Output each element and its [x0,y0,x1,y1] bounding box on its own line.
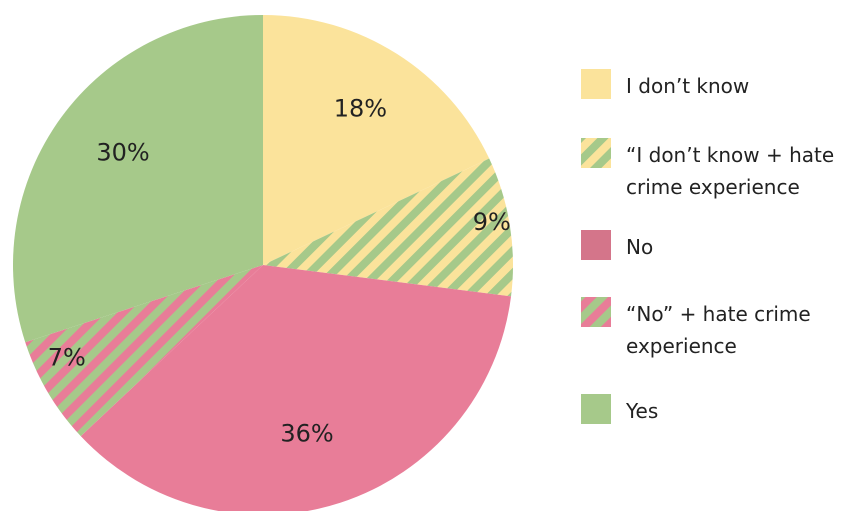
pie-slice-5 [13,15,263,343]
legend-swatch [581,230,611,260]
pie-slice-4 [25,265,263,437]
legend-swatch [581,138,611,168]
legend-label: Yes [625,399,658,423]
pie-slice-1 [263,15,490,265]
legend-label: experience [626,334,737,358]
pie-slice-labels: 18% 9% 36% 7% 30% [48,95,511,448]
legend-label: “I don’t know + hate [626,143,834,167]
legend-label: No [626,235,653,259]
legend-swatch [581,69,611,99]
slice-value-label: 36% [280,419,333,447]
legend-label: “No” + hate crime [626,302,811,326]
pie-slice-2 [263,158,514,297]
pie-slices [13,15,514,511]
pie-slice-3 [80,265,512,511]
slice-value-label: 30% [96,138,149,166]
slice-value-label: 7% [48,344,86,372]
slice-value-label: 18% [334,95,387,123]
legend-swatch [581,394,611,424]
legend-swatch [581,297,611,327]
legend-label: crime experience [626,175,800,199]
legend: I don’t know “I don’t know + hate crime ex… [581,69,834,424]
legend-label: I don’t know [626,74,749,98]
slice-value-label: 9% [473,208,511,236]
